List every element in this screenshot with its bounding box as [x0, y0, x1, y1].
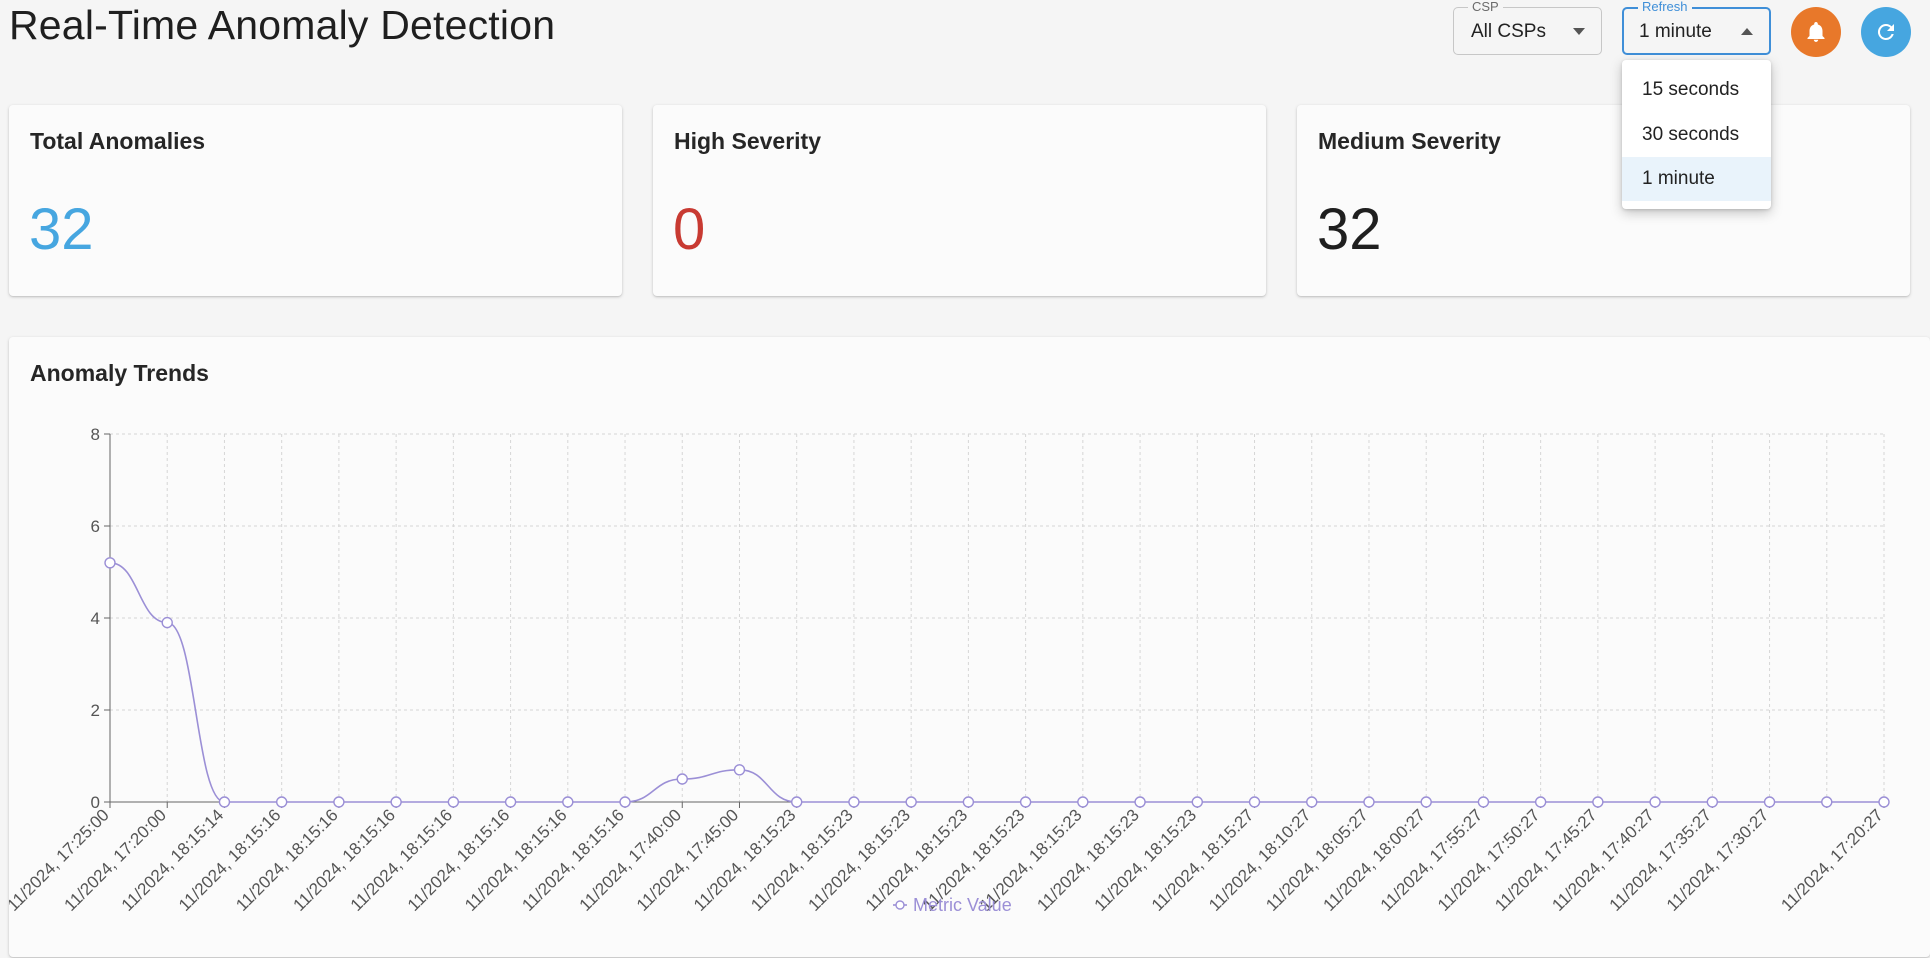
x-tick-label: 11/2024, 18:15:23: [805, 805, 914, 914]
data-point: [1363, 796, 1375, 808]
bell-icon: [1807, 22, 1825, 42]
data-point: [104, 557, 116, 569]
refresh-select-label: Refresh: [1638, 0, 1692, 15]
x-tick-label: 11/2024, 18:15:27: [1148, 805, 1257, 914]
data-point: [1763, 796, 1776, 808]
data-point: [562, 796, 574, 808]
refresh-button[interactable]: [1861, 7, 1911, 57]
x-tick-label: 11/2024, 17:40:27: [1548, 805, 1657, 914]
refresh-interval-select[interactable]: Refresh 1 minute: [1622, 0, 1771, 55]
x-tick-label: 11/2024, 18:05:27: [1262, 805, 1371, 914]
data-point: [218, 796, 231, 808]
stat-card-title: Total Anomalies: [30, 128, 206, 154]
x-tick-label: 11/2024, 17:25:00: [9, 805, 113, 914]
data-point: [1534, 796, 1547, 808]
menu-item-15-seconds[interactable]: 15 seconds: [1642, 79, 1740, 100]
data-point: [1134, 796, 1146, 808]
x-tick-label: 11/2024, 18:15:16: [518, 805, 627, 914]
data-point: [1248, 796, 1261, 808]
x-tick-label: 11/2024, 17:20:27: [1777, 805, 1886, 914]
x-tick-label: 11/2024, 17:40:00: [576, 805, 685, 914]
data-point: [733, 764, 746, 776]
legend-marker: [895, 900, 905, 910]
series-line: [109, 562, 1884, 803]
anomaly-trends-card: Anomaly Trends 0 2 4 6 8 11/2024, 17:25:00 11/…: [9, 337, 1930, 957]
x-tick-label: 11/2024, 17:55:27: [1377, 805, 1486, 914]
refresh-options-menu: 15 seconds 30 seconds 1 minute: [1622, 60, 1771, 209]
data-point: [962, 796, 975, 808]
x-tick-label: 11/2024, 18:15:23: [690, 805, 799, 914]
x-tick-label: 11/2024, 18:15:16: [404, 805, 513, 914]
y-tick-label: 6: [91, 517, 100, 536]
data-point: [390, 796, 402, 808]
chart-title: Anomaly Trends: [30, 360, 209, 386]
data-point: [1878, 796, 1890, 808]
data-point: [619, 796, 631, 808]
x-tick-label: 11/2024, 17:35:27: [1606, 805, 1715, 914]
x-tick-label: 11/2024, 18:15:16: [232, 805, 341, 914]
data-point: [1649, 796, 1661, 808]
data-point: [905, 796, 917, 808]
stat-card-value: 32: [29, 197, 94, 262]
x-tick-label: 11/2024, 18:15:23: [1033, 805, 1142, 914]
x-tick-label: 11/2024, 18:15:16: [461, 805, 570, 914]
data-point: [161, 616, 173, 629]
x-tick-label: 11/2024, 17:45:00: [633, 805, 742, 914]
y-tick-label: 0: [91, 793, 100, 812]
page-title: Real-Time Anomaly Detection: [9, 2, 556, 48]
x-tick-label: 11/2024, 18:15:23: [747, 805, 856, 914]
stat-card-value: 0: [673, 197, 706, 262]
data-point: [1077, 796, 1089, 808]
data-point: [848, 796, 860, 808]
x-tick-label: 11/2024, 18:15:16: [175, 805, 284, 914]
x-tick-label: 11/2024, 17:30:27: [1663, 805, 1772, 914]
x-tick-label: 11/2024, 17:45:27: [1491, 805, 1600, 914]
data-point: [275, 796, 288, 808]
stat-card-title: High Severity: [674, 128, 821, 154]
data-point: [1420, 796, 1432, 808]
stat-card-total: Total Anomalies 32: [9, 105, 622, 296]
stat-card-title: Medium Severity: [1318, 128, 1501, 154]
data-point: [333, 796, 345, 808]
data-point: [791, 796, 803, 808]
data-point: [1306, 796, 1318, 808]
data-point: [1706, 796, 1719, 808]
data-point: [676, 773, 688, 785]
x-tick-label: 11/2024, 18:15:16: [289, 805, 398, 914]
y-tick-label: 4: [91, 609, 100, 628]
csp-select[interactable]: CSP All CSPs: [1453, 0, 1602, 55]
x-tick-label: 11/2024, 17:20:00: [61, 805, 170, 914]
x-tick-label: 11/2024, 18:10:27: [1205, 805, 1314, 914]
x-tick-label: 11/2024, 18:00:27: [1320, 805, 1429, 914]
chevron-up-icon: [1741, 28, 1753, 35]
data-point: [1821, 796, 1833, 808]
refresh-icon: [1877, 23, 1894, 40]
x-tick-label: 11/2024, 18:15:14: [118, 805, 227, 914]
x-tick-label: 11/2024, 18:15:23: [1091, 805, 1200, 914]
stat-card-high: High Severity 0: [653, 105, 1266, 296]
data-point: [1191, 796, 1203, 808]
stat-card-value: 32: [1317, 197, 1382, 262]
menu-item-1-minute[interactable]: 1 minute: [1622, 157, 1771, 201]
legend-label: Metric Value: [913, 895, 1012, 915]
csp-select-value: All CSPs: [1471, 21, 1546, 42]
y-tick-label: 8: [91, 425, 100, 444]
data-point: [1592, 796, 1604, 808]
chevron-down-icon: [1573, 28, 1585, 35]
y-tick-label: 2: [91, 701, 100, 720]
data-point: [1019, 796, 1032, 808]
notifications-button[interactable]: [1791, 7, 1841, 57]
x-tick-label: 11/2024, 17:50:27: [1434, 805, 1543, 914]
data-point: [1477, 796, 1490, 808]
stat-card-medium: Medium Severity 32: [1297, 105, 1910, 296]
refresh-select-value: 1 minute: [1639, 21, 1712, 42]
data-point: [447, 796, 460, 808]
csp-select-label: CSP: [1468, 0, 1503, 15]
menu-item-30-seconds[interactable]: 30 seconds: [1642, 124, 1740, 145]
x-tick-label: 11/2024, 18:15:16: [347, 805, 456, 914]
data-point: [504, 796, 517, 808]
